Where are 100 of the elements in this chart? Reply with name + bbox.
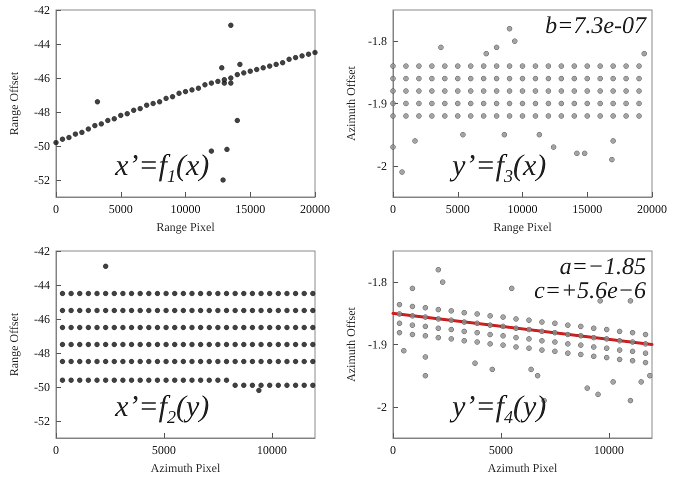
point [506,100,512,106]
point [232,382,238,388]
y-tick-label: -1.9 [368,96,387,110]
point [112,308,118,314]
point [528,366,534,372]
point [584,100,590,106]
y-tick-label: -50 [34,139,50,153]
point [182,88,188,94]
x-tick-label: 20000 [637,202,667,216]
point [241,358,247,364]
point [468,113,474,119]
point [241,290,247,296]
point [623,100,629,106]
point [480,63,486,69]
point [124,110,130,116]
point [299,53,305,59]
point [604,354,610,360]
point [189,308,195,314]
point [198,342,204,348]
point [94,377,100,383]
point [112,358,118,364]
point [390,88,396,94]
point [68,342,74,348]
point [180,377,186,383]
point [292,342,298,348]
point [584,113,590,119]
point [180,324,186,330]
point [442,113,448,119]
point [526,317,532,323]
point [552,330,558,336]
point [461,338,467,344]
point [429,76,435,82]
point [120,290,126,296]
point [597,100,603,106]
point [128,290,134,296]
point [284,290,290,296]
point [436,334,442,340]
point [180,308,186,314]
point [546,88,552,94]
point [410,286,416,292]
annotation: x’=f$_{1}$(x) [115,149,210,186]
point [597,298,603,304]
point [440,279,446,285]
y-tick-label: -1.8 [368,34,387,48]
point [94,290,100,296]
point [532,113,538,119]
point [604,336,610,342]
point [68,377,74,383]
point [206,358,212,364]
point [623,113,629,119]
point [128,342,134,348]
point [487,341,493,347]
point [258,358,264,364]
point [198,324,204,330]
point [630,358,636,364]
point [610,113,616,119]
point [429,63,435,69]
point [76,377,82,383]
point [422,372,428,378]
point [241,382,247,388]
point [232,308,238,314]
point [630,348,636,354]
point [128,324,134,330]
y-axis-title: Azimuth Offset [344,306,358,382]
point [642,341,648,347]
point [286,56,292,62]
point [284,382,290,388]
point [572,100,578,106]
y-tick-label: -42 [34,3,50,17]
y-tick-label: -46 [34,312,50,326]
point [422,314,428,320]
point [94,308,100,314]
point [410,322,416,328]
point [461,319,467,325]
point [647,372,653,378]
point [176,90,182,96]
point [609,156,615,162]
point [137,106,143,112]
point [506,76,512,82]
point [546,63,552,69]
point [208,148,214,154]
point [266,308,272,314]
y-tick-label: -2 [377,158,387,173]
point [422,304,428,310]
y-tick-label: -44 [34,37,50,51]
x-tick-label: 0 [53,202,59,216]
point [94,99,100,105]
point [572,76,578,82]
point [301,358,307,364]
point [638,379,644,385]
point [461,328,467,334]
point [154,308,160,314]
point [120,308,126,314]
x-tick-label: 5000 [488,443,513,457]
point [224,358,230,364]
point [455,88,460,94]
point [494,113,500,119]
point [105,118,111,124]
point [628,298,634,304]
point [248,68,253,74]
